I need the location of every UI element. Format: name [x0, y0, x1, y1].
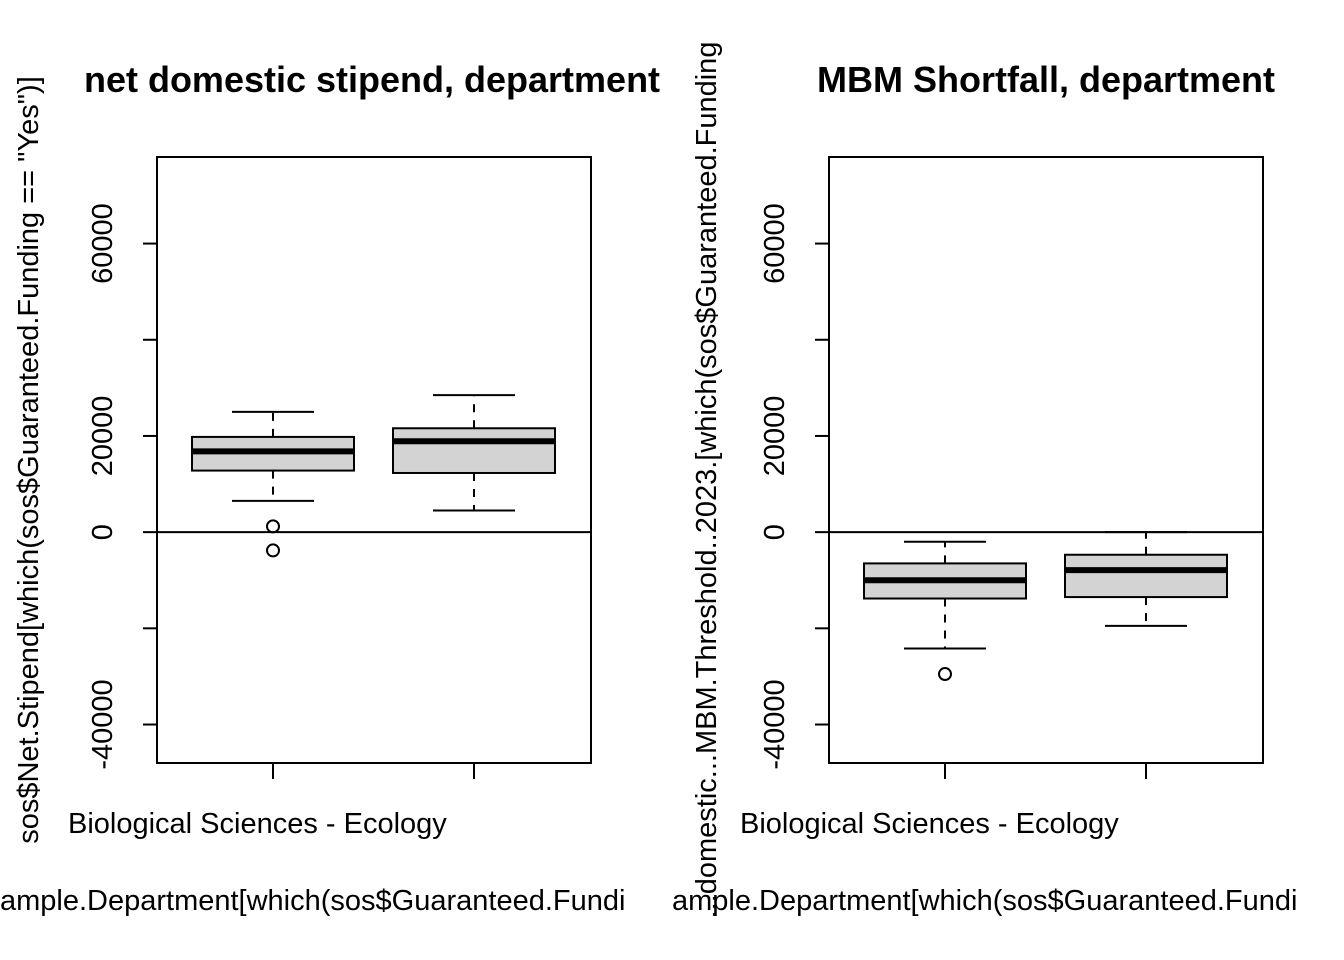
y-tick-label: 0 [759, 524, 791, 540]
y-axis-title: sos$Net.Stipend[which(sos$Guaranteed.Fun… [13, 76, 45, 844]
box-group [829, 531, 1263, 682]
plot-frame [156, 156, 592, 764]
chart-title: net domestic stipend, department [84, 59, 660, 100]
y-axis: -40000 0 20000 60000 [87, 203, 157, 770]
y-tick-label: -40000 [87, 679, 119, 769]
x-axis-title: ample.Department[which(sos$Guaranteed.Fu… [0, 885, 625, 917]
y-axis-title: ...domestic...MBM.Threshold..2023.[which… [691, 42, 723, 919]
x-axis-title: ample.Department[which(sos$Guaranteed.Fu… [672, 885, 1297, 917]
box-1 [191, 410, 355, 558]
box-1 [863, 540, 1027, 682]
y-tick-label: 60000 [87, 203, 119, 284]
stipend-boxplot-panel: net domestic stipend, department -40000 0… [0, 59, 660, 917]
y-tick-label: 20000 [759, 396, 791, 477]
x-axis: Biological Sciences - Ecology [740, 763, 1147, 840]
chart-title: MBM Shortfall, department [817, 59, 1275, 100]
iqr-box [1064, 553, 1228, 599]
x-tick-label: Biological Sciences - Ecology [68, 808, 447, 840]
outlier-point [266, 543, 280, 558]
box-2 [1064, 531, 1228, 627]
y-tick-label: -40000 [759, 679, 791, 769]
y-axis: -40000 0 20000 60000 [759, 203, 829, 770]
outlier-point [938, 667, 952, 682]
y-tick-label: 0 [87, 524, 119, 540]
mbm-shortfall-boxplot-panel: MBM Shortfall, department -40000 0 20000 60… [672, 42, 1297, 919]
iqr-box [392, 427, 556, 474]
outlier-point [266, 519, 280, 534]
plot-frame [828, 156, 1264, 764]
box-group [157, 394, 591, 558]
x-axis: Biological Sciences - Ecology [68, 763, 475, 840]
x-tick-label: Biological Sciences - Ecology [740, 808, 1119, 840]
box-2 [392, 394, 556, 512]
y-tick-label: 60000 [759, 203, 791, 284]
y-tick-label: 20000 [87, 396, 119, 477]
